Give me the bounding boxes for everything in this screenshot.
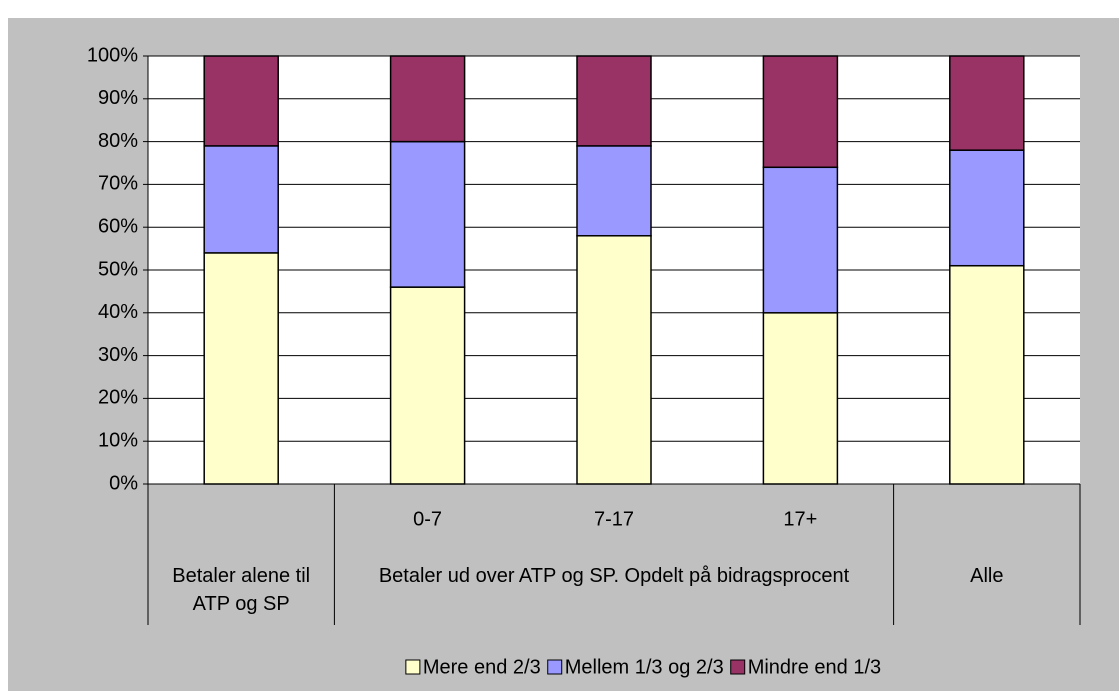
bar-segment <box>576 55 652 147</box>
y-tick-label: 100% <box>87 44 138 66</box>
legend-swatch <box>547 659 563 675</box>
y-tick-label: 70% <box>98 173 138 195</box>
legend-swatch <box>730 659 746 675</box>
x-tick-label: 17+ <box>783 508 817 530</box>
bar-segment <box>762 312 839 485</box>
y-tick-label: 20% <box>98 387 138 409</box>
bar-segment <box>762 55 839 169</box>
y-tick-label: 80% <box>98 130 138 152</box>
legend-label: Mere end 2/3 <box>423 656 541 678</box>
legend-label: Mindre end 1/3 <box>748 656 881 678</box>
bar-segment <box>203 145 279 254</box>
bar-segment <box>949 55 1025 151</box>
bar-segment <box>576 145 652 237</box>
y-tick-label: 60% <box>98 215 138 237</box>
y-tick-label: 0% <box>109 472 138 494</box>
y-tick-label: 40% <box>98 301 138 323</box>
legend-label: Mellem 1/3 og 2/3 <box>565 656 724 678</box>
y-tick-label: 50% <box>98 258 138 280</box>
bar-segment <box>389 286 466 485</box>
x-tick-label: 0-7 <box>413 508 442 530</box>
bar-segment <box>389 55 466 143</box>
bar-segment <box>949 264 1025 485</box>
bar-segment <box>949 149 1025 267</box>
bar-segment <box>203 252 279 485</box>
bar-segment <box>203 55 279 147</box>
x-tick-label: 7-17 <box>594 508 634 530</box>
group-label: Alle <box>970 565 1004 587</box>
group-label: Betaler ud over ATP og SP. Opdelt på bid… <box>378 565 850 587</box>
legend-swatch <box>405 659 421 675</box>
group-label: Betaler alene til ATP og SP <box>172 565 311 615</box>
bar-segment <box>389 140 466 288</box>
bar-segment <box>576 235 652 485</box>
y-tick-label: 10% <box>98 429 138 451</box>
bar-segment <box>762 166 839 314</box>
y-tick-label: 30% <box>98 344 138 366</box>
y-tick-label: 90% <box>98 87 138 109</box>
